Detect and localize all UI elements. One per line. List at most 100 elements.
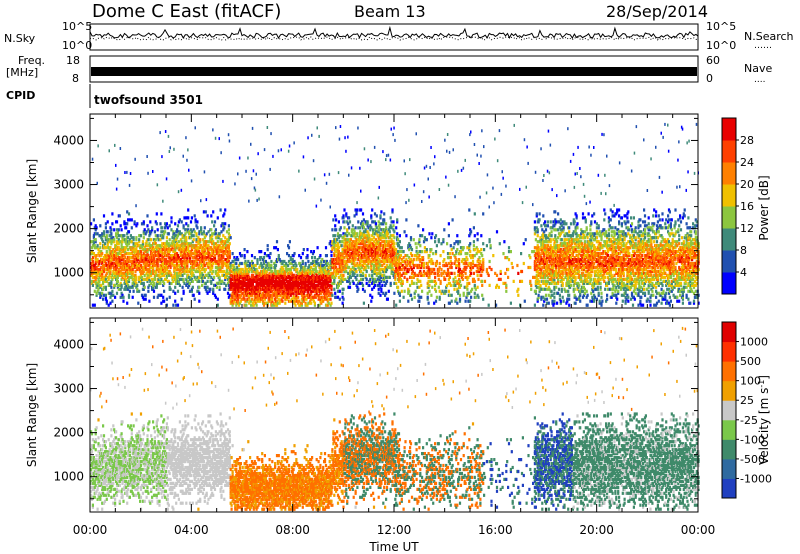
echo-cell [230,263,233,268]
echo-cell [152,170,154,173]
echo-cell [124,285,127,289]
echo-cell [214,283,217,287]
echo-cell [360,269,363,274]
echo-cell [111,289,114,293]
echo-cell [269,252,272,256]
echo-cell [192,238,195,242]
echo-cell [222,222,225,226]
echo-cell [176,244,180,248]
echo-cell [128,259,131,264]
echo-cell [170,248,173,252]
echo-cell [115,163,117,167]
echo-cell [422,256,425,260]
echo-cell [151,252,154,256]
echo-cell [225,258,228,262]
echo-cell [387,153,390,157]
echo-cell [351,224,354,228]
echo-cell [177,220,180,224]
echo-cell [117,246,120,250]
echo-cell [282,267,285,272]
echo-cell [230,285,233,289]
echo-cell [107,275,110,279]
echo-cell [207,250,210,254]
echo-cell [150,273,153,277]
echo-cell [185,250,188,254]
echo-cell [137,301,140,305]
echo-cell [242,295,245,299]
echo-cell [232,275,235,279]
echo-cell [100,236,103,240]
echo-cell [243,297,246,301]
echo-cell [157,238,160,242]
echo-cell [446,133,449,136]
echo-cell [230,283,233,287]
echo-cell [171,275,174,279]
echo-cell [212,128,214,132]
echo-cell [422,190,425,194]
echo-cell [245,169,247,173]
echo-cell [431,279,434,283]
echo-cell [96,283,99,287]
echo-cell [348,259,352,264]
echo-cell [310,301,313,305]
echo-cell [299,256,303,260]
echo-cell [193,214,196,218]
echo-cell [346,279,349,283]
echo-cell [259,299,262,303]
echo-cell [102,267,105,272]
echo-cell [124,248,127,252]
echo-cell [217,261,220,266]
freq-left-tick-bottom: 8 [72,72,79,85]
echo-cell [356,273,359,277]
echo-cell [180,188,183,192]
echo-cell [114,250,117,254]
echo-cell [278,195,281,199]
echo-cell [90,250,94,254]
echo-cell [176,258,180,262]
cpid-value: twofsound 3501 [94,93,203,107]
echo-cell [168,285,171,289]
echo-cell [106,242,109,246]
echo-cell [168,281,171,285]
echo-cell [136,222,139,226]
echo-cell [197,277,200,281]
echo-cell [447,289,450,293]
echo-cell [201,267,204,272]
echo-cell [220,230,223,234]
echo-cell [220,258,223,262]
echo-cell [189,236,193,240]
echo-cell [112,248,115,252]
echo-cell [237,172,239,176]
echo-cell [213,293,217,297]
echo-cell [356,232,359,236]
echo-cell [194,126,196,130]
echo-cell [145,263,148,268]
echo-cell [348,285,352,289]
echo-cell [190,287,193,291]
echo-cell [110,293,113,297]
echo-cell [135,246,138,250]
echo-cell [164,277,168,281]
echo-cell [101,252,104,256]
echo-cell [236,275,239,279]
echo-cell [91,271,94,275]
echo-cell [265,293,268,297]
echo-cell [252,265,255,270]
echo-cell [280,148,282,152]
echo-cell [197,248,200,252]
echo-cell [174,265,177,270]
echo-cell [153,275,156,279]
echo-cell [126,273,129,277]
echo-cell [236,283,239,287]
echo-cell [155,250,158,254]
echo-cell [150,281,153,285]
echo-cell [183,240,186,244]
echo-cell [329,205,331,209]
echo-cell [264,285,267,289]
echo-cell [201,238,205,242]
echo-cell [372,220,375,224]
echo-cell [104,226,107,230]
echo-cell [195,256,198,260]
echo-cell [134,273,137,277]
echo-cell [90,222,93,226]
